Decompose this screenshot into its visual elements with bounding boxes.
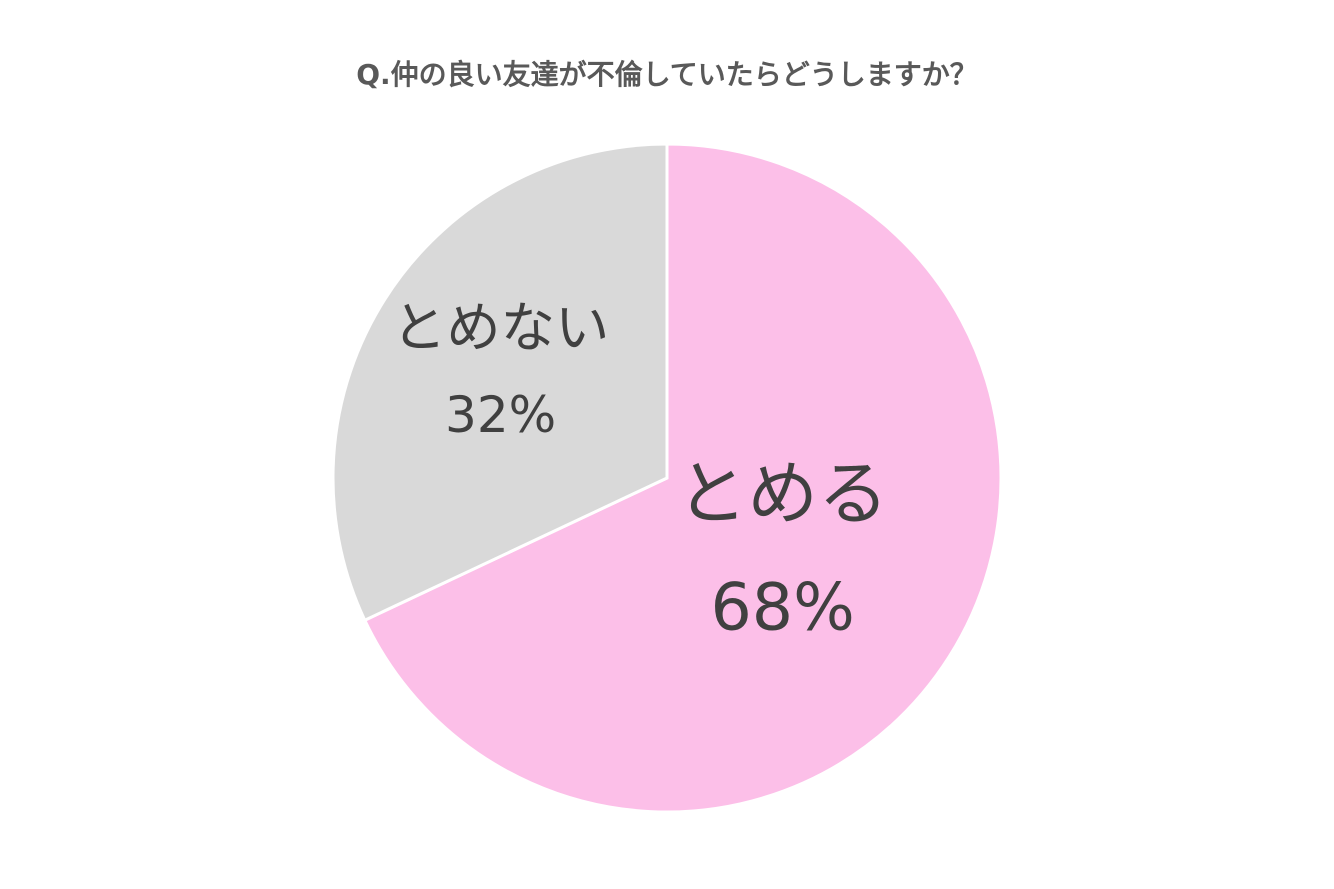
pie-slice — [362, 142, 1003, 814]
slice-value-label: 32% — [445, 386, 556, 444]
slice-category-label: とめる — [677, 452, 889, 535]
slice-category-label: とめない — [392, 297, 610, 360]
chart-title: Q.仲の良い友達が不倫していたらどうしますか？ — [356, 58, 978, 91]
slice-value-label: 68% — [710, 570, 854, 645]
pie-slice — [331, 142, 669, 623]
